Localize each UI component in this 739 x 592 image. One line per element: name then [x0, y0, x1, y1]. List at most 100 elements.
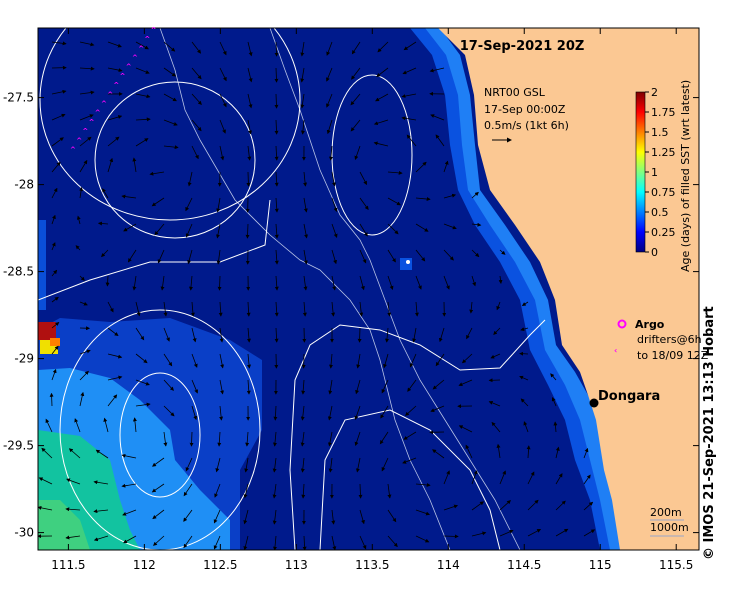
current-arrow: [79, 114, 94, 121]
current-arrow: [402, 67, 417, 75]
current-arrow: [51, 296, 59, 303]
current-arrow: [301, 379, 306, 395]
current-arrow: [359, 223, 368, 237]
current-arrow: [387, 509, 397, 523]
current-arrow: [135, 117, 151, 122]
current-arrow: [151, 483, 165, 493]
sst-age-red-spot: [38, 322, 56, 340]
current-arrow: [163, 93, 177, 102]
current-arrow: [45, 418, 53, 433]
current-vectors: [38, 41, 596, 550]
current-arrow: [135, 93, 151, 99]
current-legend-line2: 17-Sep 00:00Z: [484, 103, 566, 116]
current-arrow: [387, 249, 396, 263]
current-arrow: [135, 402, 151, 407]
current-arrow: [107, 327, 119, 337]
current-arrow: [406, 134, 417, 147]
current-arrow: [523, 421, 529, 433]
current-arrow: [377, 41, 389, 53]
current-arrow: [101, 249, 109, 258]
current-arrow: [415, 249, 426, 262]
current-arrow: [402, 457, 417, 464]
current-arrow: [380, 405, 389, 419]
current-arrow: [387, 301, 392, 317]
current-arrow: [245, 223, 250, 239]
current-arrow: [555, 500, 566, 511]
current-arrow: [274, 119, 279, 135]
current-arrow: [443, 193, 457, 199]
current-arrow: [496, 301, 501, 311]
current-arrow: [243, 483, 249, 499]
y-tick-label: -29: [14, 352, 34, 366]
current-arrow: [274, 223, 279, 239]
current-arrow: [326, 67, 333, 82]
current-arrow: [79, 349, 91, 355]
current-arrow: [435, 353, 445, 367]
y-tick-label: -28.5: [3, 265, 34, 279]
drifter-chevron-icon: ^: [95, 109, 101, 117]
current-arrow: [430, 114, 445, 121]
colorbar-tick-label: 2: [651, 86, 658, 99]
current-arrow: [379, 431, 389, 445]
current-arrow: [247, 145, 252, 161]
current-arrow: [185, 223, 193, 238]
colorbar-ramp: [635, 91, 646, 253]
current-arrow: [107, 136, 120, 147]
current-arrow: [326, 119, 333, 135]
current-arrow: [300, 457, 305, 473]
current-arrow: [65, 507, 81, 512]
current-arrow: [327, 405, 333, 421]
current-arrow: [350, 93, 361, 106]
current-arrow: [132, 157, 137, 173]
current-arrow: [107, 67, 123, 73]
current-arrow: [135, 353, 148, 364]
current-arrow: [443, 223, 457, 230]
current-arrow: [385, 327, 389, 343]
current-arrow: [443, 470, 450, 485]
current-arrow: [458, 425, 473, 433]
current-arrow: [76, 215, 81, 225]
drifter-chevron-icon: ^: [144, 36, 150, 44]
current-arrow: [583, 529, 596, 537]
current-arrow: [274, 41, 279, 57]
current-arrow: [74, 418, 81, 433]
small-feature: [400, 258, 412, 270]
current-arrow: [471, 531, 487, 537]
current-arrow: [553, 421, 558, 433]
current-arrow: [79, 159, 88, 173]
current-arrow: [458, 379, 473, 387]
y-tick-label: -30: [14, 526, 34, 540]
current-arrow: [41, 447, 53, 459]
x-tick-label: 115: [589, 558, 612, 572]
drifter-chevron-icon: ^: [89, 118, 95, 126]
current-arrow: [191, 41, 202, 54]
current-arrow: [51, 161, 61, 173]
current-arrow: [430, 405, 445, 412]
current-arrow: [381, 379, 389, 394]
current-arrow: [496, 443, 501, 459]
current-arrow: [550, 373, 557, 381]
current-arrow: [415, 161, 427, 173]
current-arrow: [152, 509, 165, 520]
current-arrow: [583, 474, 591, 485]
current-arrow: [354, 145, 361, 160]
current-arrow: [123, 223, 137, 232]
current-arrow: [490, 353, 501, 359]
current-arrow: [327, 431, 333, 447]
current-arrow: [79, 301, 88, 306]
current-arrow: [376, 67, 389, 78]
contour-scale: 200m 1000m: [650, 506, 689, 537]
map-layers: [38, 28, 699, 550]
current-arrow: [51, 187, 58, 199]
current-arrow: [132, 275, 137, 291]
current-arrow: [274, 327, 279, 343]
current-arrow: [387, 483, 392, 499]
current-arrow: [123, 535, 137, 544]
current-arrow: [219, 327, 224, 343]
current-arrow: [359, 197, 369, 210]
current-arrow: [93, 535, 109, 542]
x-tick-label: 115.5: [659, 558, 693, 572]
current-arrow: [302, 301, 307, 317]
current-arrow: [326, 93, 333, 108]
current-arrow: [107, 301, 114, 313]
